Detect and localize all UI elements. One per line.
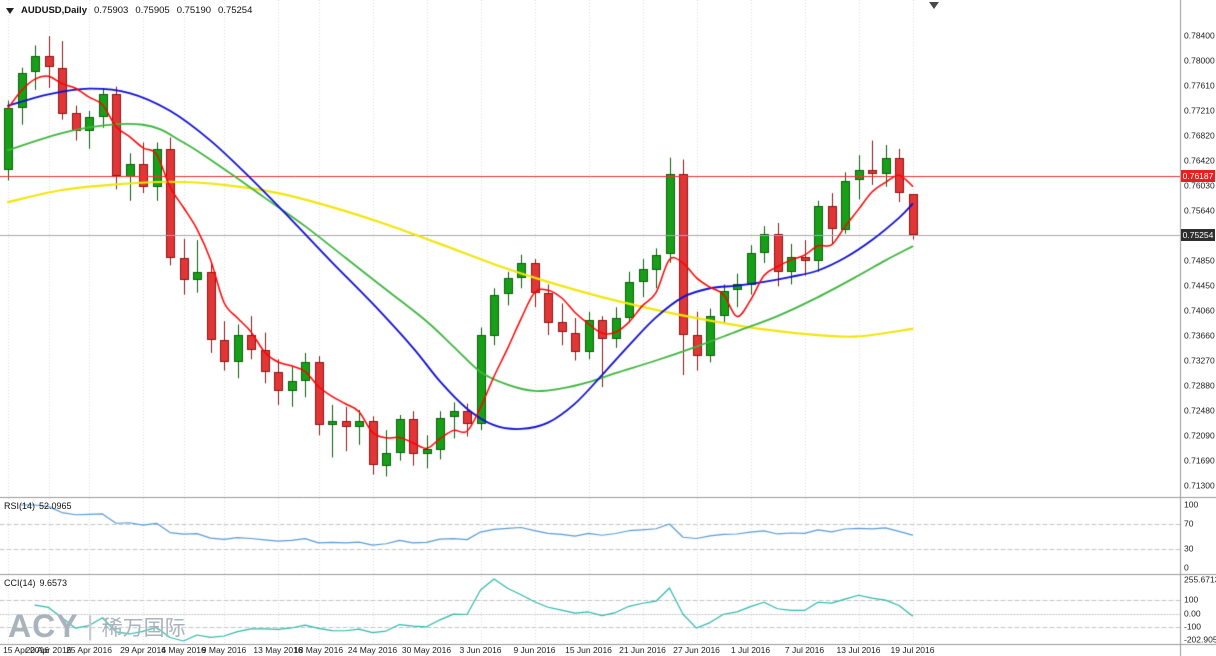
date-axis-label: 4 May 2016 <box>161 645 206 655</box>
rsi-level-label: 0 <box>1184 562 1189 573</box>
date-axis-label: 9 May 2016 <box>201 645 247 655</box>
rsi-name: RSI(14) <box>4 501 36 511</box>
chart-shift-marker-icon[interactable] <box>929 2 939 9</box>
symbol-timeframe-label: AUDUSD,Daily <box>21 5 87 16</box>
rsi-level-label: 70 <box>1184 518 1194 529</box>
rsi-level-label: 30 <box>1184 543 1194 554</box>
cci-level-label: 255.6713 <box>1184 574 1216 585</box>
price-axis-label: 0.73660 <box>1184 330 1215 341</box>
date-axis-label: 21 Jun 2016 <box>619 645 666 655</box>
cci-level-label: -202.905 <box>1184 634 1216 645</box>
cci-level-label: 100 <box>1184 594 1199 605</box>
cci-level-label: 0.00 <box>1184 608 1201 619</box>
cci-value: 9.6573 <box>39 578 68 588</box>
ohlc-low-value: 0.75190 <box>176 5 212 16</box>
price-axis-label: 0.77610 <box>1184 80 1215 91</box>
chart-header: AUDUSD,Daily 0.75903 0.75905 0.75190 0.7… <box>6 5 252 16</box>
price-axis-label: 0.72880 <box>1184 380 1215 391</box>
price-axis-label: 0.76030 <box>1184 180 1215 191</box>
date-axis-label: 1 Jul 2016 <box>730 645 771 655</box>
current-price-tag: 0.75254 <box>1181 229 1215 242</box>
ohlc-high-value: 0.75905 <box>135 5 170 16</box>
date-axis-label: 7 Jul 2016 <box>784 645 825 655</box>
watermark-divider: | <box>86 611 94 641</box>
resistance-price-tag: 0.76187 <box>1181 170 1215 183</box>
price-axis-label: 0.72090 <box>1184 430 1215 441</box>
ohlc-open-value: 0.75903 <box>94 5 129 16</box>
price-axis-label: 0.71690 <box>1184 455 1215 466</box>
date-axis-label: 15 Apr 2016 <box>3 645 49 655</box>
price-axis-label: 0.72480 <box>1184 405 1215 416</box>
rsi-value: 52.0965 <box>39 501 72 511</box>
price-axis-label: 0.74060 <box>1184 305 1215 316</box>
cci-indicator-label: CCI(14) 9.6573 <box>4 578 71 588</box>
price-axis-label: 0.73270 <box>1184 355 1215 366</box>
price-axis-label: 0.76420 <box>1184 155 1215 166</box>
date-axis-label: 29 Apr 2016 <box>120 645 166 655</box>
date-axis-label: 13 Jul 2016 <box>836 645 881 655</box>
date-axis-label: 27 Jun 2016 <box>673 645 720 655</box>
date-axis-label: 19 Jul 2016 <box>890 645 935 655</box>
date-axis-label: 30 May 2016 <box>401 645 452 655</box>
price-axis-label: 0.77210 <box>1184 105 1215 116</box>
date-axis-label: 18 May 2016 <box>293 645 344 655</box>
rsi-level-label: 100 <box>1184 499 1199 510</box>
date-axis-label: 3 Jun 2016 <box>459 645 502 655</box>
watermark-chinese-name: 稀万国际 <box>101 616 186 640</box>
price-axis[interactable] <box>1181 0 1216 656</box>
price-axis-label: 0.78400 <box>1184 30 1215 41</box>
price-axis-label: 0.74850 <box>1184 255 1215 266</box>
date-axis-label: 13 May 2016 <box>253 645 303 655</box>
price-axis-label: 0.75640 <box>1184 205 1215 216</box>
date-axis-label: 15 Jun 2016 <box>565 645 612 655</box>
price-axis-label: 0.74450 <box>1184 280 1215 291</box>
date-axis-label: 25 Apr 2016 <box>66 645 112 655</box>
cci-level-label: -100 <box>1184 621 1202 632</box>
broker-watermark: ACY | 稀万国际 <box>8 608 186 645</box>
date-axis-label: 9 Jun 2016 <box>513 645 556 655</box>
symbol-dropdown-icon[interactable] <box>6 7 14 14</box>
acy-logo: ACY <box>8 608 79 644</box>
date-axis-label: 20 Apr 2016 <box>25 645 72 655</box>
rsi-indicator-label: RSI(14) 52.0965 <box>4 501 76 511</box>
price-axis-label: 0.76820 <box>1184 130 1215 141</box>
price-axis-label: 0.71300 <box>1184 480 1215 491</box>
ohlc-close-value: 0.75254 <box>218 5 253 16</box>
price-axis-label: 0.78000 <box>1184 55 1215 66</box>
cci-name: CCI(14) <box>4 578 36 588</box>
date-axis-label: 24 May 2016 <box>347 645 398 655</box>
